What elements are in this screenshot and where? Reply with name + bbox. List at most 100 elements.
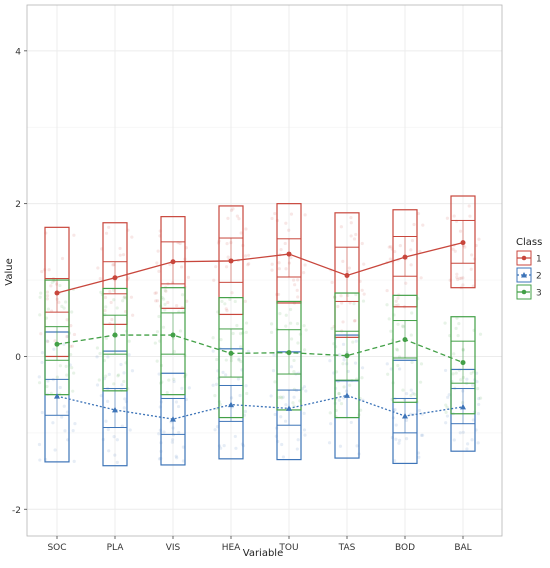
jitter-point (417, 408, 422, 413)
jitter-point (465, 377, 469, 381)
jitter-point (396, 303, 400, 307)
jitter-point (349, 420, 353, 425)
jitter-point (163, 289, 167, 293)
jitter-point (123, 310, 128, 314)
jitter-point (456, 333, 460, 338)
jitter-point (284, 267, 288, 271)
jitter-point (104, 336, 109, 340)
jitter-point (111, 263, 115, 267)
legend-label: 1 (536, 255, 542, 265)
jitter-point (303, 263, 307, 267)
y-tick-label: -2 (12, 506, 21, 516)
jitter-point (352, 302, 356, 306)
jitter-point (476, 441, 480, 445)
jitter-point (336, 304, 340, 309)
jitter-point (178, 241, 182, 246)
jitter-point (269, 394, 273, 398)
jitter-point (303, 348, 307, 352)
jitter-point (296, 295, 300, 299)
jitter-point (344, 389, 349, 393)
jitter-point (289, 212, 294, 216)
mean-point (170, 416, 176, 422)
jitter-point (155, 330, 160, 334)
jitter-point (389, 329, 393, 333)
jitter-point (337, 391, 341, 396)
jitter-point (170, 440, 174, 444)
jitter-point (444, 403, 448, 407)
jitter-point (304, 389, 308, 393)
jitter-point (175, 304, 179, 308)
jitter-point (62, 404, 66, 408)
jitter-point (471, 284, 475, 288)
jitter-point (63, 429, 67, 433)
jitter-point (122, 379, 126, 384)
jitter-point (127, 353, 131, 357)
jitter-point (122, 406, 126, 410)
jitter-point (161, 325, 166, 329)
jitter-point (477, 402, 481, 407)
jitter-point (224, 373, 228, 377)
jitter-points (37, 204, 483, 464)
jitter-point (292, 358, 296, 363)
jitter-point (284, 324, 288, 328)
grid (27, 5, 502, 536)
jitter-point (157, 372, 161, 376)
jitter-point (64, 300, 68, 304)
jitter-point (341, 342, 346, 346)
jitter-point (270, 268, 274, 272)
jitter-point (272, 353, 276, 357)
jitter-point (163, 308, 167, 312)
jitter-point (121, 253, 126, 257)
legend-entry-2: 2 (516, 267, 542, 283)
jitter-point (284, 221, 288, 225)
jitter-point (185, 299, 189, 303)
class-1-box-HEA (218, 205, 244, 316)
jitter-point (73, 422, 77, 426)
mean-point (286, 251, 292, 257)
jitter-point (223, 302, 227, 306)
jitter-point (443, 321, 447, 325)
jitter-point (420, 433, 425, 437)
jitter-point (416, 451, 421, 455)
jitter-point (70, 310, 74, 314)
jitter-point (104, 231, 109, 235)
mean-point (344, 272, 350, 278)
jitter-point (237, 217, 241, 221)
jitter-point (162, 430, 166, 434)
jitter-point (37, 442, 42, 447)
jitter-point (477, 396, 481, 401)
jitter-point (58, 385, 62, 390)
jitter-point (224, 307, 228, 311)
jitter-point (401, 324, 405, 328)
jitter-point (176, 404, 181, 409)
jitter-point (458, 431, 462, 435)
jitter-point (337, 392, 341, 396)
jitter-point (444, 421, 448, 425)
jitter-point (466, 442, 470, 446)
jitter-point (211, 336, 215, 340)
jitter-point (296, 278, 300, 282)
jitter-point (362, 262, 366, 266)
jitter-point (239, 359, 243, 364)
jitter-point (303, 433, 307, 437)
jitter-point (471, 383, 475, 387)
jitter-point (229, 356, 234, 360)
jitter-point (45, 294, 50, 298)
jitter-point (98, 276, 102, 281)
jitter-point (349, 221, 353, 225)
jitter-point (107, 372, 111, 376)
jitter-point (166, 300, 170, 305)
jitter-point (329, 422, 333, 426)
y-tick-label: 0 (15, 353, 21, 363)
jitter-point (471, 418, 475, 422)
jitter-point (459, 276, 463, 280)
jitter-point (95, 383, 100, 387)
jitter-point (38, 313, 42, 317)
jitter-point (57, 300, 61, 304)
jitter-point (40, 351, 44, 355)
jitter-point (387, 317, 391, 321)
jitter-point (385, 362, 389, 366)
jitter-point (99, 394, 103, 398)
jitter-point (348, 301, 352, 305)
